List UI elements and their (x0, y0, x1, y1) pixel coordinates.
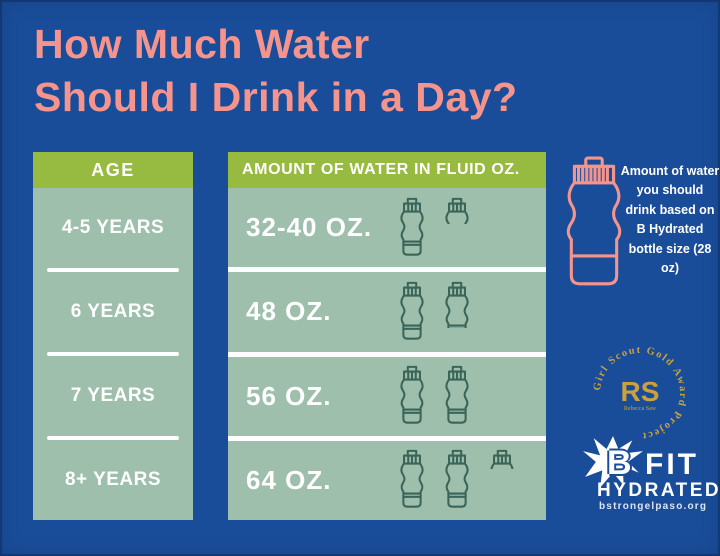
bottle-pictograph (396, 449, 518, 509)
water-bottle-icon (396, 449, 428, 509)
age-table: AGE 4-5 YEARS 6 YEARS 7 YEARS 8+ YEARS (33, 152, 193, 520)
title-line-1: How Much Water (34, 21, 370, 67)
water-bottle-icon (396, 197, 428, 257)
water-bottle-icon (396, 281, 428, 341)
title-line-2: Should I Drink in a Day? (34, 74, 518, 121)
oz-label: 56 OZ. (246, 380, 332, 411)
bottle-pictograph (396, 365, 473, 425)
bottle-pictograph (396, 197, 473, 257)
age-row-4-5-years: 4-5 YEARS (61, 217, 165, 238)
water-row-64oz: 64 OZ. (228, 441, 546, 520)
water-bottle-icon (441, 365, 473, 425)
row-divider (228, 435, 546, 441)
row-divider (47, 352, 179, 356)
oz-label: 64 OZ. (246, 464, 332, 495)
age-table-body: 4-5 YEARS 6 YEARS 7 YEARS 8+ YEARS (33, 188, 193, 520)
age-row-6-years: 6 YEARS (70, 301, 156, 322)
oz-label: 48 OZ. (246, 296, 332, 327)
bfit-website-url: bstrongelpaso.org (599, 501, 708, 512)
row-divider (47, 436, 179, 440)
bfit-letter-b: B (607, 444, 635, 482)
water-row-48oz: 48 OZ. (228, 272, 546, 351)
page-title: How Much Water Should I Drink in a Day? (34, 18, 518, 125)
water-bottle-icon (396, 365, 428, 425)
water-row-32-40oz: 32-40 OZ. (228, 188, 546, 267)
gold-award-badge: Girl Scout Gold Award Project RS Rebecca… (590, 343, 690, 443)
water-row-56oz: 56 OZ. (228, 357, 546, 436)
age-row-7-years: 7 YEARS (70, 385, 156, 406)
oz-label: 32-40 OZ. (246, 212, 373, 243)
bottle-size-caption: Amount of water you should drink based o… (620, 164, 720, 275)
row-divider (228, 267, 546, 273)
age-table-header: AGE (33, 152, 193, 188)
splash-star-icon (583, 436, 643, 492)
age-row-8plus-years: 8+ YEARS (64, 469, 162, 490)
gold-award-initials: RS (621, 376, 660, 407)
water-table-header: AMOUNT OF WATER IN FLUID OZ. (228, 152, 546, 188)
row-divider (228, 351, 546, 357)
b-hydrated-bottle-icon (562, 155, 626, 291)
bfit-word-hydrated: HYDRATED (597, 480, 720, 501)
water-amount-table: AMOUNT OF WATER IN FLUID OZ. 32-40 OZ. 4… (228, 152, 546, 520)
gold-award-name: Rebecca Saw (624, 406, 657, 412)
bfit-hydrated-logo: B FIT HYDRATED bstrongelpaso.org (583, 436, 720, 520)
water-bottle-icon (441, 449, 473, 509)
bfit-word-fit: FIT (645, 448, 699, 481)
bottle-pictograph (396, 281, 473, 341)
water-table-body: 32-40 OZ. 48 OZ. 56 OZ. (228, 188, 546, 520)
partial-water-bottle-icon (441, 197, 473, 224)
row-divider (47, 268, 179, 272)
partial-water-bottle-icon (441, 281, 473, 328)
partial-water-bottle-icon (486, 449, 518, 469)
